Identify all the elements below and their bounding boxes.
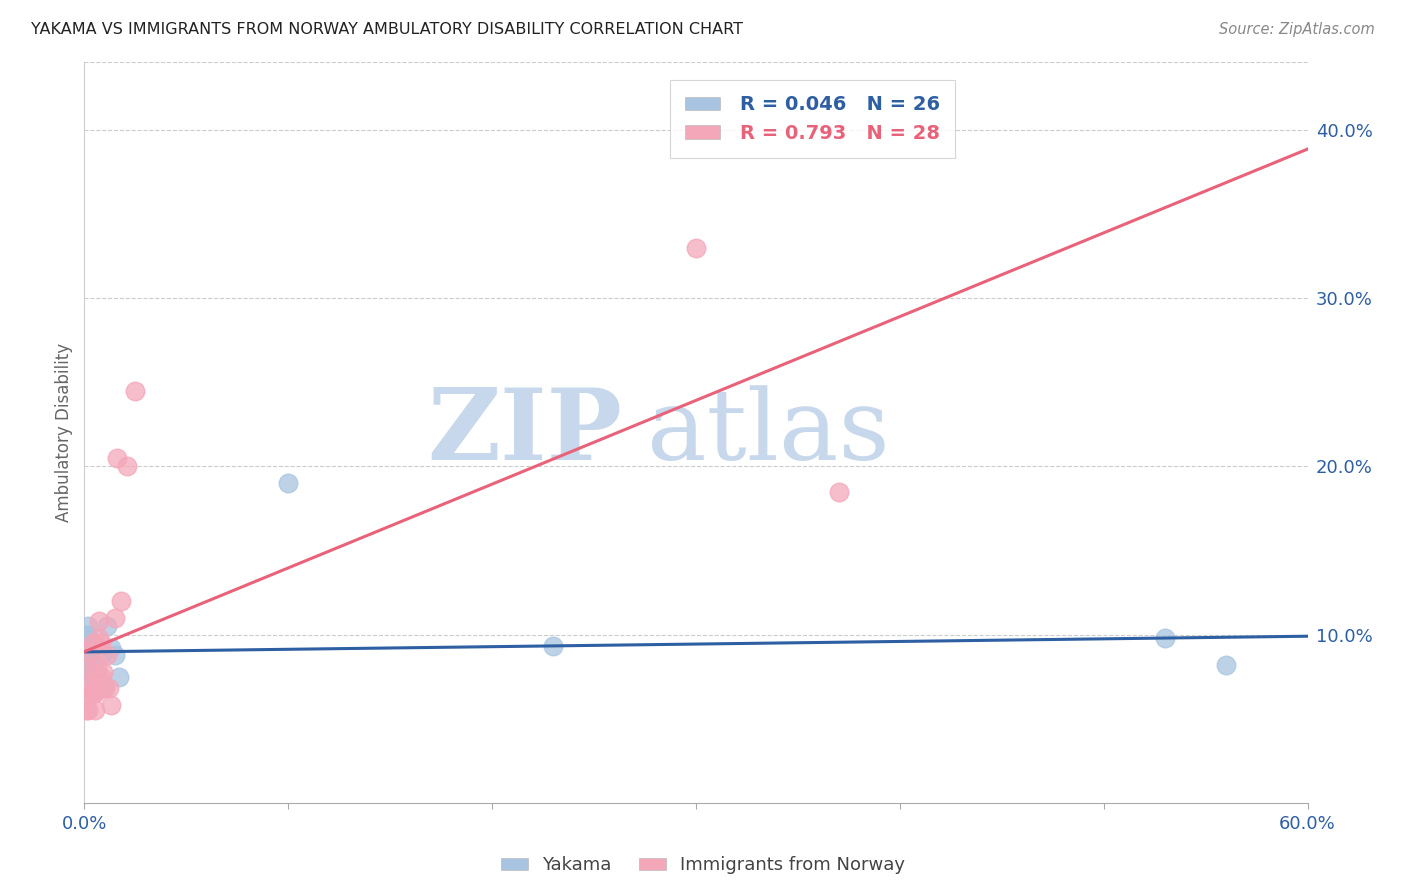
Point bbox=[79, 678, 101, 692]
Point bbox=[75, 636, 97, 650]
Text: YAKAMA VS IMMIGRANTS FROM NORWAY AMBULATORY DISABILITY CORRELATION CHART: YAKAMA VS IMMIGRANTS FROM NORWAY AMBULAT… bbox=[31, 22, 742, 37]
Text: atlas: atlas bbox=[647, 384, 890, 481]
Point bbox=[91, 665, 114, 679]
Point bbox=[83, 670, 105, 684]
Point bbox=[77, 627, 100, 641]
Text: Source: ZipAtlas.com: Source: ZipAtlas.com bbox=[1219, 22, 1375, 37]
Point bbox=[96, 619, 118, 633]
Point bbox=[543, 640, 565, 654]
Point bbox=[97, 681, 120, 696]
Point bbox=[79, 665, 101, 679]
Point bbox=[82, 657, 104, 672]
Point bbox=[75, 653, 97, 667]
Point bbox=[828, 484, 851, 499]
Point bbox=[685, 240, 707, 255]
Point bbox=[77, 653, 100, 667]
Point bbox=[83, 665, 105, 679]
Point bbox=[93, 681, 115, 696]
Point bbox=[82, 686, 104, 700]
Y-axis label: Ambulatory Disability: Ambulatory Disability bbox=[55, 343, 73, 522]
Point bbox=[79, 644, 101, 658]
Point bbox=[79, 644, 101, 658]
Point bbox=[91, 680, 114, 694]
Point bbox=[90, 670, 112, 684]
Point bbox=[90, 648, 112, 662]
Point bbox=[1154, 631, 1177, 645]
Point bbox=[83, 686, 105, 700]
Point bbox=[87, 631, 110, 645]
Point bbox=[277, 476, 299, 491]
Text: ZIP: ZIP bbox=[427, 384, 623, 481]
Point bbox=[86, 681, 108, 696]
Point bbox=[104, 648, 127, 662]
Point bbox=[87, 614, 110, 628]
Legend: Yakama, Immigrants from Norway: Yakama, Immigrants from Norway bbox=[494, 849, 912, 881]
Point bbox=[124, 384, 146, 398]
Point bbox=[79, 636, 101, 650]
Point bbox=[100, 640, 122, 655]
Point bbox=[77, 661, 100, 675]
Point bbox=[90, 636, 112, 650]
Point bbox=[75, 703, 97, 717]
Point bbox=[75, 686, 97, 700]
Point bbox=[79, 653, 101, 667]
Point bbox=[83, 703, 105, 717]
Point bbox=[86, 670, 108, 684]
Point bbox=[77, 703, 100, 717]
Point bbox=[100, 698, 122, 713]
Point bbox=[110, 594, 132, 608]
Point bbox=[82, 636, 104, 650]
Point bbox=[83, 636, 105, 650]
Point bbox=[1215, 657, 1237, 672]
Point bbox=[86, 657, 108, 672]
Point bbox=[96, 648, 118, 662]
Point bbox=[108, 670, 131, 684]
Point bbox=[82, 686, 104, 700]
Point bbox=[87, 674, 110, 689]
Point bbox=[104, 610, 127, 624]
Point bbox=[77, 619, 100, 633]
Point bbox=[82, 670, 104, 684]
Point bbox=[105, 450, 128, 465]
Point bbox=[75, 627, 97, 641]
Point bbox=[77, 636, 100, 650]
Point bbox=[115, 459, 138, 474]
Legend: R = 0.046   N = 26, R = 0.793   N = 28: R = 0.046 N = 26, R = 0.793 N = 28 bbox=[669, 79, 955, 159]
